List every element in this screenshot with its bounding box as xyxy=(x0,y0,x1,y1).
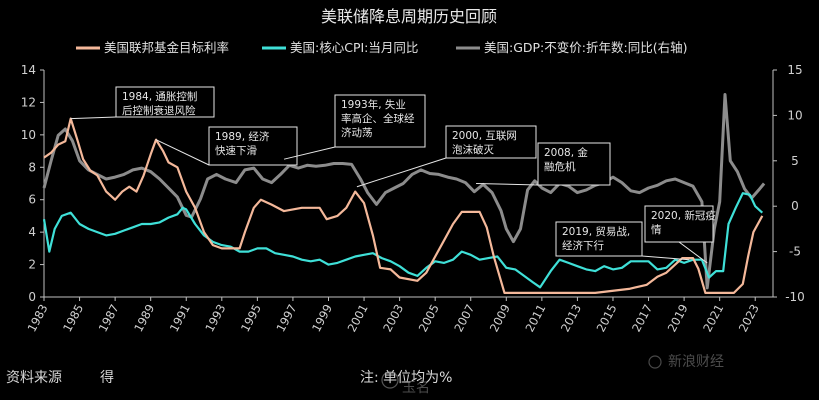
annotation-text: 后控制衰退风险 xyxy=(122,104,196,117)
series-layer xyxy=(42,93,766,294)
x-tick-label: 1989 xyxy=(131,302,157,334)
right-axis-ticks: -10 -5 0 5 10 15 xyxy=(773,63,805,304)
left-tick-label: 8 xyxy=(28,160,36,174)
footer-note: 注: 单位均为% xyxy=(360,370,452,386)
left-tick-label: 0 xyxy=(28,290,36,304)
annotation-box xyxy=(644,205,714,243)
annotation-text: 泡沫破灭 xyxy=(452,143,494,156)
x-tick-label: 1993 xyxy=(202,302,228,334)
x-tick-label: 2023 xyxy=(736,302,762,334)
right-tick-label: 0 xyxy=(791,199,799,213)
annotation-text: 经济下行 xyxy=(562,239,604,252)
right-tick-label: 5 xyxy=(791,154,799,168)
left-tick-label: 12 xyxy=(21,95,36,109)
x-tick-label: 2013 xyxy=(558,302,584,334)
annotation-leader-line xyxy=(283,146,336,160)
annotation-text: 2008, 金 xyxy=(544,146,588,159)
series-fed-rate-line xyxy=(43,117,764,294)
annotation-leader-line xyxy=(476,183,539,186)
footer-source-rest: 得 xyxy=(100,369,114,386)
annotation-text: 2020, 新冠疫 xyxy=(651,209,716,222)
x-tick-label: 1983 xyxy=(25,302,51,334)
right-tick-label: 15 xyxy=(787,63,802,77)
x-tick-label: 2005 xyxy=(416,302,442,334)
annotation-text: 情 xyxy=(651,223,662,236)
x-tick-label: 1991 xyxy=(167,302,193,334)
annotation-text: 快速下滑 xyxy=(215,145,257,157)
left-tick-label: 4 xyxy=(28,225,36,239)
annotation-text: 1993年, 失业 xyxy=(341,98,406,111)
left-tick-label: 6 xyxy=(28,193,36,207)
annotation-leader-line xyxy=(70,116,117,120)
right-tick-label: -10 xyxy=(785,290,805,304)
annotation-box xyxy=(537,142,611,186)
x-tick-label: 2021 xyxy=(700,302,726,334)
x-tick-label: 1987 xyxy=(96,302,122,334)
annotation-box xyxy=(115,86,215,118)
annotation-text: 济动荡 xyxy=(341,126,373,139)
annotation-text: 1984, 通胀控制 xyxy=(122,90,197,103)
x-tick-label: 2017 xyxy=(629,302,655,334)
right-tick-label: -5 xyxy=(789,245,801,259)
annotation-callout: 2019, 贸易战,经济下行 xyxy=(555,221,690,261)
weibo-user-logo-icon xyxy=(381,371,399,389)
right-tick-label: 10 xyxy=(787,108,802,122)
legend-label-core-cpi: 美国:核心CPI:当月同比 xyxy=(290,40,418,55)
annotation-text: 2000, 互联网 xyxy=(452,130,517,142)
x-tick-label: 2001 xyxy=(345,302,371,334)
left-axis-ticks: 0 2 4 6 8 10 12 14 xyxy=(21,63,44,304)
annotation-leader-line xyxy=(155,139,210,166)
x-tick-label: 2019 xyxy=(665,302,691,334)
x-tick-label: 1997 xyxy=(273,302,299,334)
left-tick-label: 2 xyxy=(28,258,36,272)
x-tick-label: 2009 xyxy=(487,302,513,334)
annotation-text: 1989, 经济 xyxy=(215,130,270,143)
annotation-box xyxy=(334,94,426,148)
x-tick-label: 2003 xyxy=(380,302,406,334)
annotation-box xyxy=(555,221,643,257)
left-tick-label: 10 xyxy=(21,128,36,142)
chart-title: 美联储降息周期历史回顾 xyxy=(321,7,497,26)
series-core-cpi-line xyxy=(42,192,764,289)
annotation-leader-line xyxy=(641,255,690,261)
annotation-text: 融危机 xyxy=(544,160,576,173)
left-tick-label: 14 xyxy=(21,63,36,77)
annotation-text: 率高企、全球经 xyxy=(341,112,415,125)
x-tick-label: 2011 xyxy=(522,302,548,334)
x-tick-label: 2007 xyxy=(451,302,477,334)
watermark-user-text: 玉名 xyxy=(402,380,430,396)
x-tick-label: 1999 xyxy=(309,302,335,334)
watermark: 新浪财经 玉名 xyxy=(381,354,724,396)
legend: 美国联邦基金目标利率 美国:核心CPI:当月同比 美国:GDP:不变价:折年数:… xyxy=(76,40,687,55)
x-tick-label: 1995 xyxy=(238,302,264,334)
x-axis-ticks: 1983 1985 1987 1989 1991 1993 1995 1997 1999 2001… xyxy=(25,297,762,334)
footer-source-label: 资料来源 xyxy=(6,370,62,386)
series-gdp-line xyxy=(42,93,766,290)
x-tick-label: 1985 xyxy=(60,302,86,334)
x-tick-label: 2015 xyxy=(594,302,620,334)
annotation-box xyxy=(445,125,537,159)
annotation-text: 2019, 贸易战, xyxy=(562,226,630,238)
legend-label-gdp: 美国:GDP:不变价:折年数:同比(右轴) xyxy=(484,40,687,55)
annotation-leader-line xyxy=(678,241,708,264)
annotation-leader-line xyxy=(356,157,447,188)
watermark-platform-text: 新浪财经 xyxy=(668,354,724,370)
annotation-box xyxy=(208,126,298,166)
legend-label-fed-rate: 美国联邦基金目标利率 xyxy=(104,40,229,55)
weibo-logo-icon xyxy=(648,355,662,369)
